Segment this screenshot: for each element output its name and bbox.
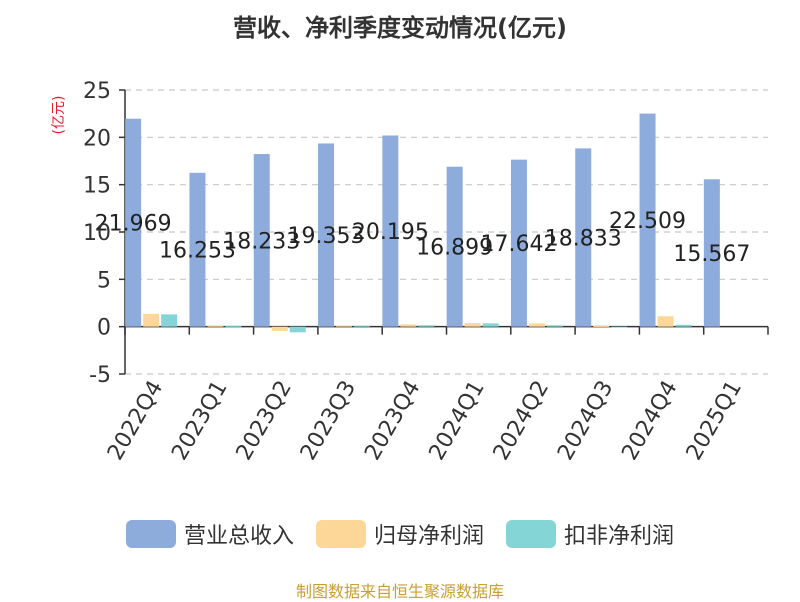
x-tick-label: 2024Q3	[553, 377, 618, 465]
data-labels: 21.96916.25318.23319.35320.19516.89917.6…	[95, 209, 751, 267]
y-tick-label: 5	[97, 268, 111, 293]
y-tick-label: 10	[83, 221, 111, 246]
bar	[207, 325, 224, 327]
data-label: 20.195	[352, 220, 429, 245]
bar	[354, 325, 371, 327]
legend-item[interactable]: 营业总收入	[125, 518, 294, 550]
bar	[225, 326, 242, 328]
x-tick-label: 2023Q3	[296, 377, 361, 465]
bar	[125, 118, 142, 327]
data-label: 15.567	[673, 242, 750, 267]
bar	[289, 326, 306, 333]
x-tick-label: 2023Q2	[232, 377, 297, 465]
x-tick-label: 2023Q4	[360, 377, 425, 465]
bar	[253, 154, 270, 327]
x-tick-label: 2023Q1	[167, 377, 232, 465]
bar	[418, 325, 435, 327]
bar	[546, 325, 563, 327]
bar	[336, 325, 353, 327]
source-note: 制图数据来自恒生聚源数据库	[295, 582, 504, 601]
data-label: 16.899	[416, 236, 493, 261]
bar	[575, 148, 592, 327]
legend-swatch	[315, 520, 366, 548]
bars	[125, 113, 720, 333]
x-tick-label: 2024Q1	[425, 377, 490, 465]
y-tick-label: 0	[97, 316, 111, 341]
bar	[657, 316, 674, 327]
y-axis-label: (亿元)	[51, 96, 67, 135]
data-label: 22.509	[609, 209, 686, 234]
data-label: 19.353	[288, 224, 365, 249]
bar	[400, 324, 417, 327]
legend-label: 归母净利润	[373, 524, 484, 549]
y-tick-label: 15	[83, 174, 111, 199]
bar	[271, 326, 288, 331]
legend-item[interactable]: 扣非净利润	[506, 518, 674, 550]
y-tick-label: 20	[83, 126, 111, 151]
legend-swatch	[125, 520, 176, 548]
bar	[189, 172, 206, 327]
data-label: 21.969	[95, 212, 172, 237]
y-tick-label: 25	[83, 79, 111, 104]
bar	[639, 113, 656, 327]
x-tick-label: 2024Q2	[489, 377, 554, 465]
bar	[510, 159, 527, 327]
bar	[446, 166, 463, 327]
x-tick-label: 2024Q4	[617, 377, 682, 465]
legend-item[interactable]: 归母净利润	[315, 518, 484, 550]
x-tick-label: 2025Q1	[682, 377, 747, 465]
data-label: 16.253	[159, 239, 236, 264]
bar	[464, 323, 481, 327]
legend-label: 扣非净利润	[564, 524, 675, 549]
bar	[593, 325, 610, 327]
data-label: 18.833	[545, 227, 622, 252]
bar	[482, 323, 499, 327]
data-label: 18.233	[223, 229, 300, 254]
bar	[382, 135, 399, 327]
legend-label: 营业总收入	[183, 524, 294, 549]
legend-swatch	[506, 520, 556, 548]
y-tick-label: -5	[89, 363, 111, 388]
x-tick-label: 2022Q4	[103, 377, 168, 465]
bar	[611, 326, 628, 328]
bar	[143, 313, 160, 327]
legend: 营业总收入 归母净利润 扣非净利润	[0, 518, 800, 550]
bar	[675, 324, 692, 327]
data-label: 17.642	[480, 232, 557, 257]
bar	[703, 179, 720, 327]
chart-title: 营收、净利季度变动情况(亿元)	[233, 14, 567, 42]
bar	[318, 143, 335, 327]
bar	[161, 314, 178, 327]
bar	[528, 323, 545, 327]
grid-lines	[125, 89, 768, 375]
